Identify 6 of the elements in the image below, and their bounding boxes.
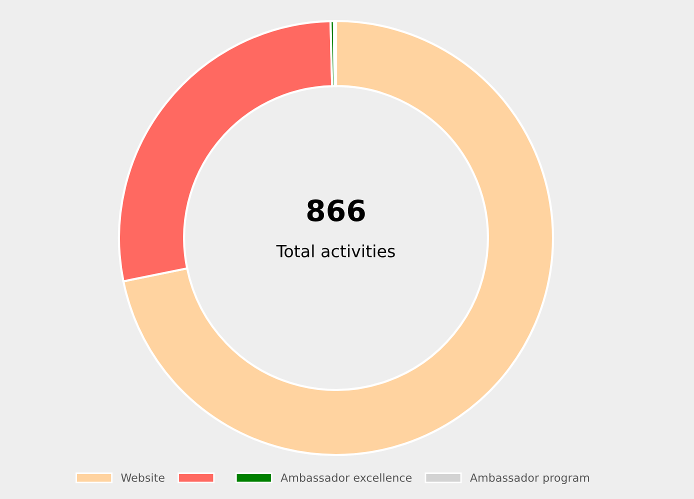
text: Total activities [276, 244, 395, 258]
legend-label: Ambassador excellence [280, 473, 412, 482]
legend-label: Website [121, 473, 164, 482]
donut-slice [122, 20, 554, 456]
text: 866 [307, 199, 365, 222]
legend-label: Ambassador program [470, 473, 590, 484]
